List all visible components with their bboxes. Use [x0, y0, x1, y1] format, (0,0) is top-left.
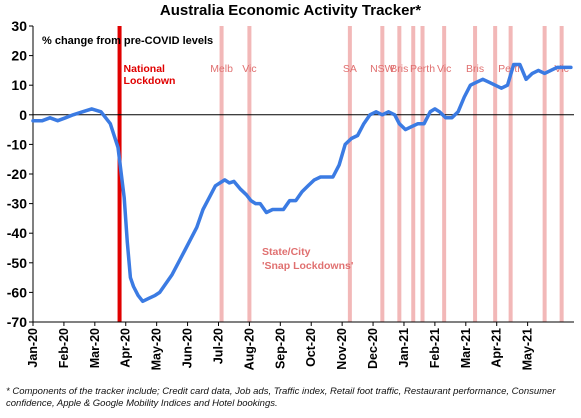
snap-lockdown-band [247, 26, 252, 322]
footnote: * Components of the tracker include; Cre… [6, 386, 556, 409]
lockdown-label: Lockdown [124, 75, 176, 87]
x-tick-label: Feb-20 [57, 328, 71, 368]
lockdown-label: Perth [410, 63, 435, 75]
y-tick-label: 30 [11, 18, 27, 34]
snap-lockdown-band [473, 26, 478, 322]
x-tick-label: Jan-21 [397, 328, 411, 368]
y-tick-label: 0 [19, 107, 27, 123]
x-tick-label: Apr-20 [119, 328, 133, 368]
y-tick-label: -60 [7, 284, 27, 300]
activity-tracker-line [31, 62, 573, 304]
y-tick-label: -40 [7, 225, 27, 241]
x-tick-label: Mar-21 [459, 328, 473, 368]
y-tick-label: 20 [11, 48, 27, 64]
snap-lockdown-band [411, 26, 416, 322]
y-tick-label: -70 [7, 314, 27, 330]
x-tick-label: Apr-21 [490, 328, 504, 368]
y-tick-label: -10 [7, 136, 27, 152]
snap-lockdown-band [559, 26, 564, 322]
x-tick-label: Aug-20 [242, 328, 256, 370]
snap-lockdown-band [442, 26, 447, 322]
x-tick-label: May-20 [150, 328, 164, 370]
lockdown-label: SA [343, 63, 357, 75]
lockdown-label: National [124, 63, 166, 75]
chart-title: Australia Economic Activity Tracker* [159, 2, 422, 19]
snap-lockdown-band [380, 26, 385, 322]
lockdown-label: NSW [370, 63, 395, 75]
snap-lockdown-band [347, 26, 352, 322]
x-tick-label: May-21 [521, 328, 535, 370]
lockdown-lines-group [117, 26, 564, 322]
snap-lockdown-band [542, 26, 547, 322]
lockdown-label: Melb [210, 63, 233, 75]
x-tick-label: Sep-20 [273, 328, 287, 369]
y-tick-label: -50 [7, 255, 27, 271]
x-tick-label: Mar-20 [88, 328, 102, 368]
lockdown-label: Vic [242, 63, 256, 75]
x-tick-label: Feb-21 [428, 328, 442, 368]
y-tick-label: 10 [11, 77, 27, 93]
y-axis-note: % change from pre-COVID levels [42, 35, 213, 47]
x-tick-label: Jul-20 [211, 328, 225, 364]
lockdown-label: Vic [437, 63, 451, 75]
snap-lockdowns-label-line1: State/City [262, 246, 311, 258]
y-tick-label: -30 [7, 196, 27, 212]
x-tick-label: Jun-20 [181, 328, 195, 368]
snap-lockdown-band [508, 26, 513, 322]
x-tick-label: Oct-20 [304, 328, 318, 367]
snap-lockdown-band [493, 26, 498, 322]
snap-lockdown-band [397, 26, 402, 322]
lockdown-label: Bris [390, 63, 408, 75]
x-tick-label: Jan-20 [26, 328, 40, 368]
x-tick-label: Dec-20 [366, 328, 380, 369]
series-group [31, 62, 573, 304]
snap-lockdown-band [219, 26, 224, 322]
snap-lockdowns-label-line2: 'Snap Lockdowns' [262, 260, 353, 272]
y-tick-label: -20 [7, 166, 27, 182]
lockdown-label: Bris [466, 63, 484, 75]
x-tick-label: Nov-20 [335, 328, 349, 370]
snap-lockdown-band [420, 26, 425, 322]
